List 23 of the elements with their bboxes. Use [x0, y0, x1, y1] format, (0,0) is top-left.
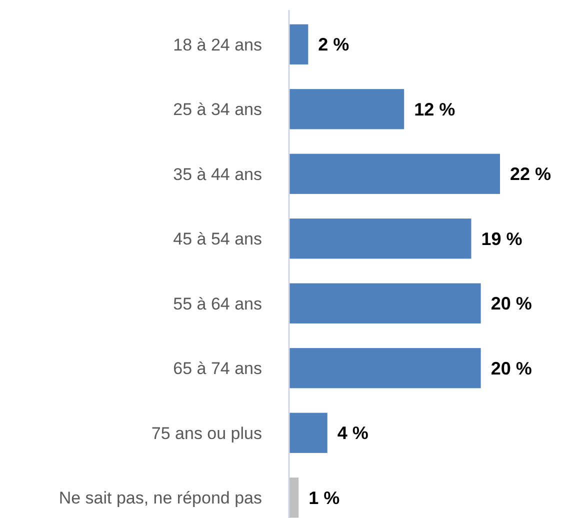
data-label: 20 %: [490, 358, 532, 378]
y-tick-label: 25 à 34 ans: [173, 100, 262, 120]
data-label: 1 %: [308, 488, 340, 508]
bar: [289, 154, 500, 194]
bar: [289, 89, 404, 130]
y-tick-label: 45 à 54 ans: [173, 230, 262, 249]
data-label: 22 %: [510, 164, 552, 184]
bar: [289, 218, 472, 259]
y-tick-label: 55 à 64 ans: [173, 294, 262, 314]
data-label: 19 %: [481, 228, 522, 249]
y-tick-label: Ne sait pas, ne répond pas: [58, 488, 262, 508]
bar: [289, 412, 328, 453]
y-tick-label: 65 à 74 ans: [173, 359, 262, 378]
y-tick-label: 35 à 44 ans: [173, 164, 262, 184]
y-tick-label: 75 ans ou plus: [151, 424, 262, 443]
bar: [289, 348, 481, 388]
data-label: 4 %: [337, 423, 368, 444]
data-label: 12 %: [414, 99, 456, 120]
data-label: 2 %: [318, 34, 350, 55]
bar: [289, 24, 308, 64]
data-label: 20 %: [490, 294, 532, 314]
y-tick-label: 18 à 24 ans: [173, 35, 262, 54]
bar: [289, 283, 481, 324]
